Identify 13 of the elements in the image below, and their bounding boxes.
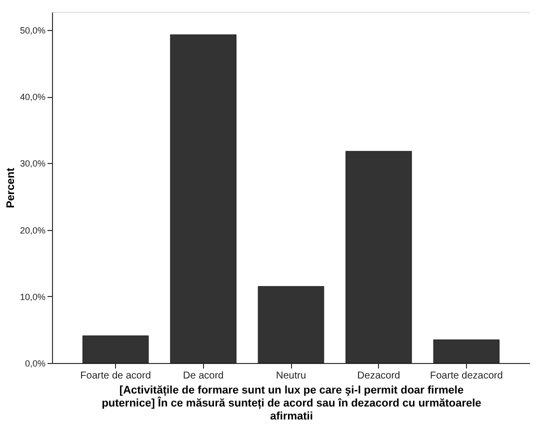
y-tick-label: 30,0%	[20, 158, 46, 169]
y-tick-label: 0,0%	[24, 358, 46, 368]
y-tick-label: 50,0%	[20, 25, 46, 36]
x-tick-label: Dezacord	[357, 370, 400, 382]
y-tick-label: 20,0%	[20, 225, 46, 236]
x-axis-title: [Activitățile de formare sunt un lux pe care şi-l permit doar firmele puternice] În ce măsură sunteți de acord sau în dezacord cu următoarele afirmatii	[102, 384, 482, 422]
y-tick-label: 10,0%	[20, 292, 46, 302]
x-tick-label: Foarte dezacord	[430, 370, 503, 382]
y-tick-label: 40,0%	[20, 92, 46, 102]
y-axis-title: Percent	[4, 167, 17, 208]
x-tick-label: De acord	[183, 370, 224, 382]
x-tick-label: Foarte de acord	[80, 370, 151, 382]
x-tick-label: Neutru	[276, 370, 306, 382]
